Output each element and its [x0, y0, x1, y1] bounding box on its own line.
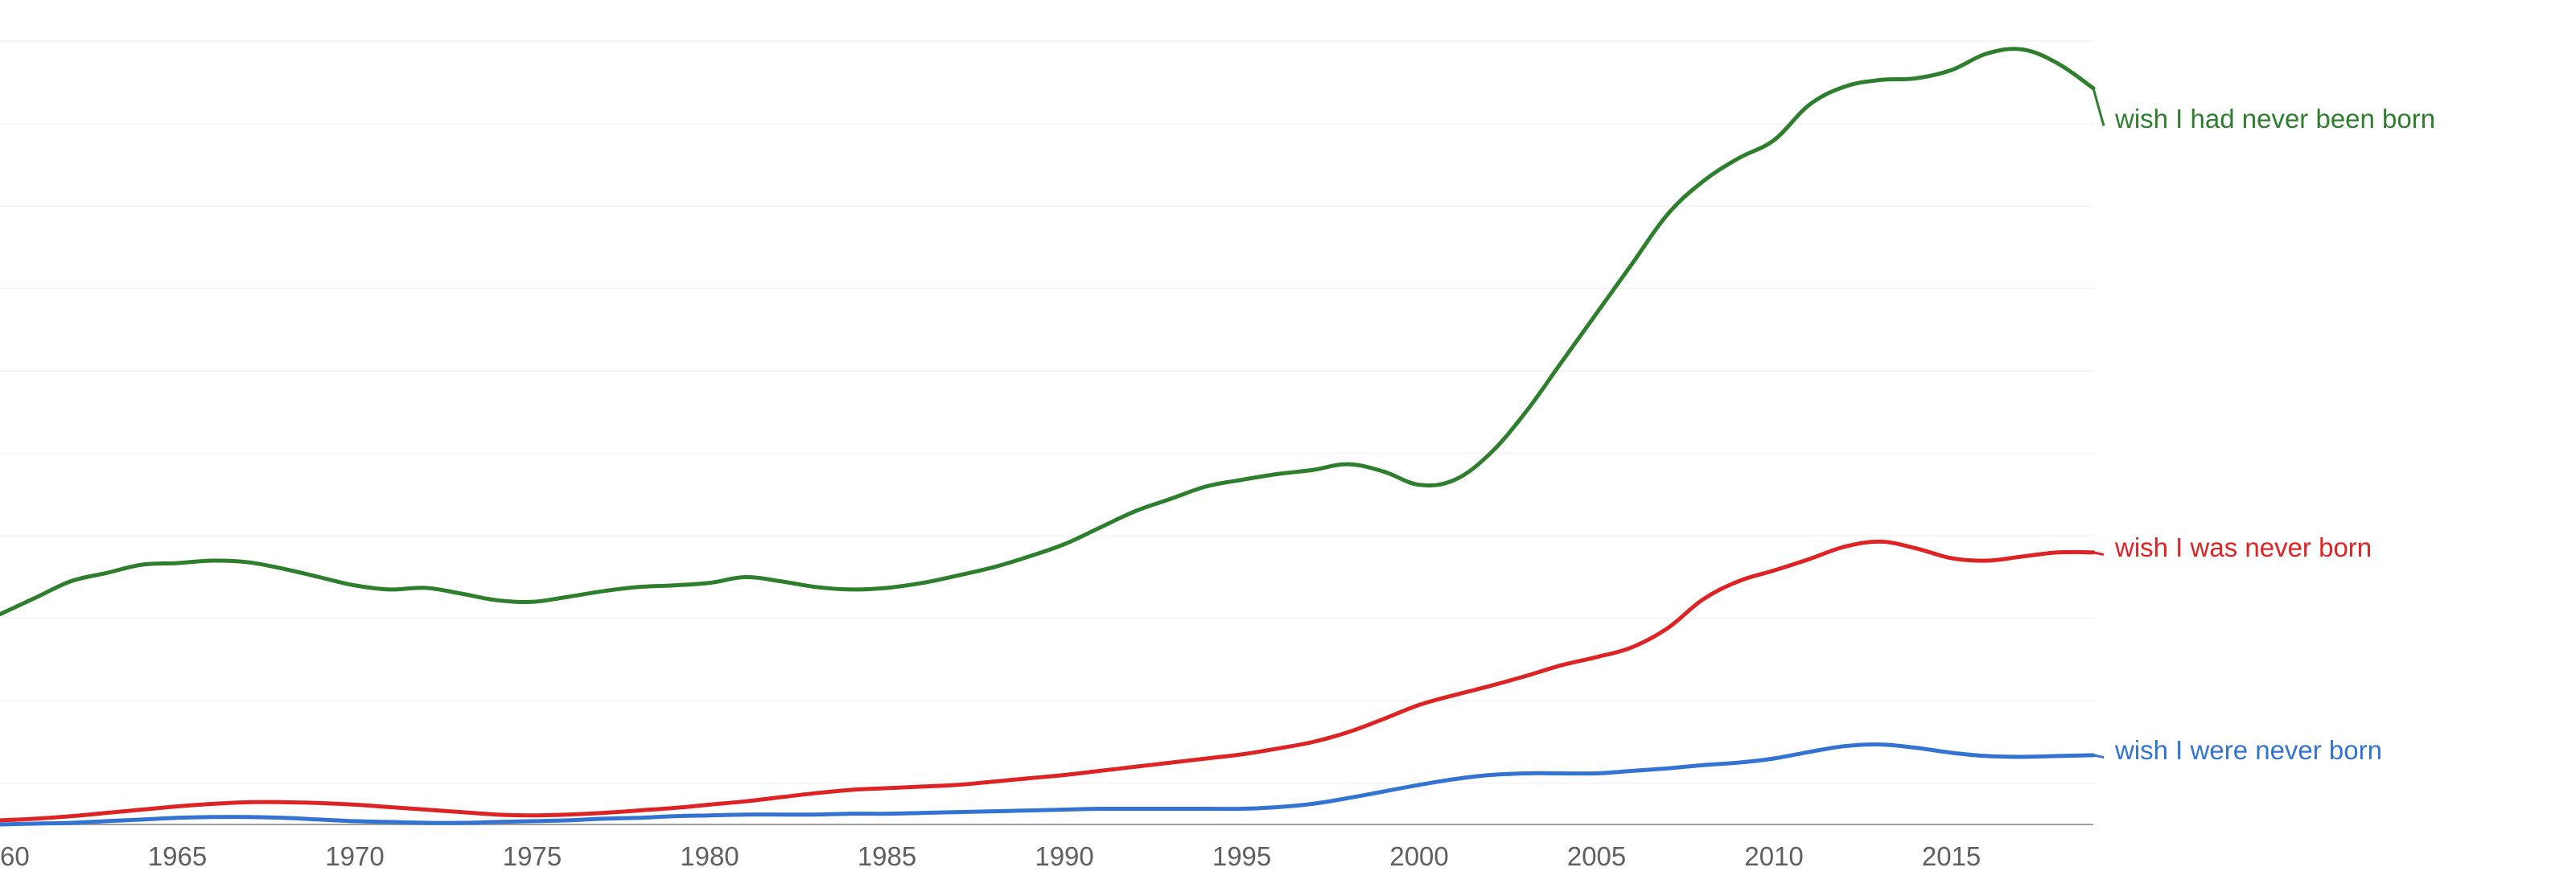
x-tick-label: 1985: [858, 841, 916, 872]
x-tick-label: 2000: [1389, 841, 1448, 872]
series-label-green[interactable]: wish I had never been born: [2115, 104, 2435, 134]
x-tick-label: 1965: [148, 841, 207, 872]
x-tick-label: 1995: [1212, 841, 1271, 872]
x-tick-label: 2005: [1567, 841, 1626, 872]
x-tick-label: 1960: [0, 841, 30, 872]
series-label-red[interactable]: wish I was never born: [2115, 532, 2372, 563]
x-tick-label: 1970: [325, 841, 384, 872]
x-tick-label: 1980: [680, 841, 739, 872]
series-connector-red: [2093, 553, 2104, 555]
x-tick-label: 2015: [1922, 841, 1981, 872]
series-line-green: [0, 49, 2093, 615]
series-label-blue[interactable]: wish I were never born: [2115, 735, 2382, 766]
series-connector-blue: [2093, 755, 2104, 758]
series-connector-green: [2093, 88, 2104, 126]
series-line-red: [0, 541, 2093, 820]
x-tick-label: 1990: [1035, 841, 1093, 872]
series-line-blue: [0, 744, 2093, 824]
x-tick-label: 1975: [503, 841, 562, 872]
ngram-line-chart: wish I had never been born wish I was nev…: [0, 0, 2576, 888]
x-tick-label: 2010: [1744, 841, 1803, 872]
